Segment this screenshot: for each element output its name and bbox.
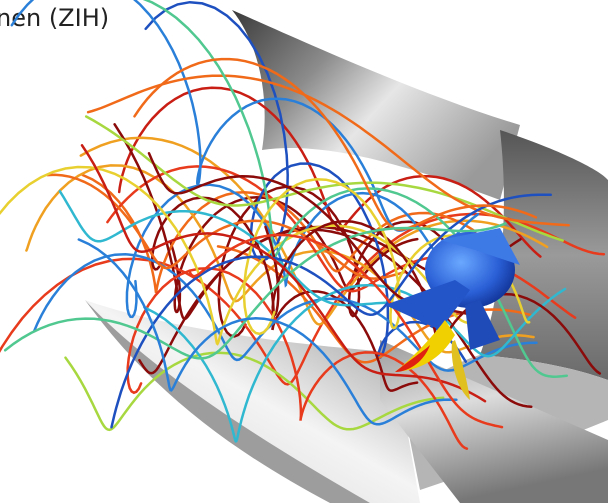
propeller-blade [440, 228, 520, 265]
streamline [126, 267, 469, 450]
streamline [25, 164, 535, 354]
streamline [3, 222, 507, 360]
propeller [385, 228, 520, 400]
propeller-blade-tip [395, 345, 430, 372]
streamline [10, 0, 409, 232]
streamline [143, 283, 567, 443]
streamline [80, 144, 487, 403]
streamline [188, 233, 504, 429]
streamline [110, 193, 553, 429]
streamline [144, 0, 468, 363]
streamline [84, 115, 564, 242]
propeller-blade-tip [451, 340, 470, 400]
streamline [77, 238, 458, 426]
propeller-blade [385, 280, 470, 330]
streamline [133, 57, 538, 231]
propeller-blade [465, 300, 500, 350]
duct-shell-inner [85, 300, 443, 503]
propeller-blade-tip [395, 320, 455, 372]
streamline [86, 74, 570, 227]
duct-shell-top [232, 10, 520, 200]
